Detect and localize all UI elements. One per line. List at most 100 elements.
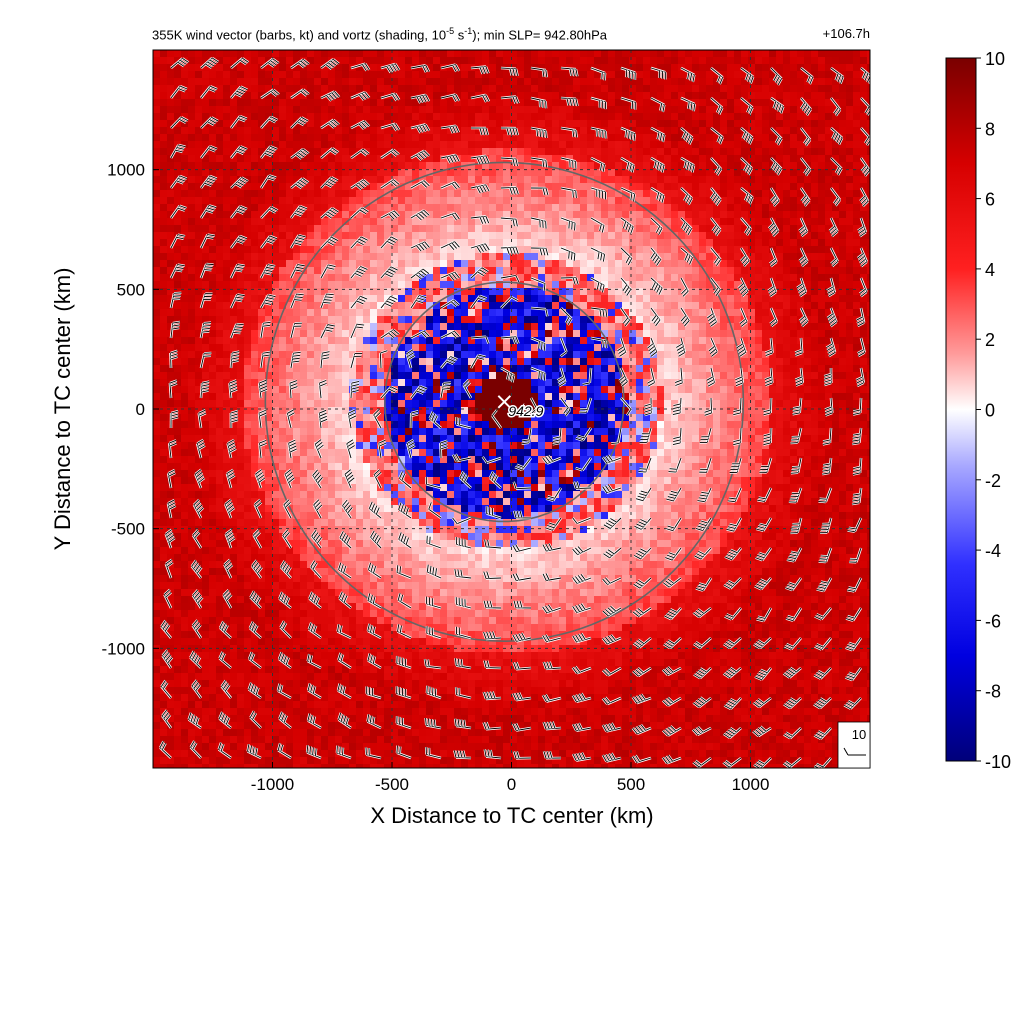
vorticity-cell <box>524 64 532 72</box>
vorticity-cell <box>566 211 574 219</box>
vorticity-cell <box>671 155 679 163</box>
vorticity-cell <box>566 106 574 114</box>
vorticity-cell <box>657 169 665 177</box>
vorticity-cell <box>608 197 616 205</box>
vorticity-cell <box>426 57 434 65</box>
vorticity-cell <box>461 92 469 100</box>
vorticity-cell <box>251 162 259 170</box>
vorticity-cell <box>384 260 392 268</box>
vorticity-cell <box>454 71 462 79</box>
vorticity-cell <box>769 176 777 184</box>
vorticity-cell <box>293 344 301 352</box>
vorticity-cell <box>398 92 406 100</box>
vorticity-cell <box>160 330 168 338</box>
vorticity-cell <box>342 197 350 205</box>
vorticity-cell <box>363 274 371 282</box>
vorticity-cell <box>160 260 168 268</box>
vorticity-cell <box>286 64 294 72</box>
vorticity-cell <box>475 365 483 373</box>
vorticity-cell <box>510 302 518 310</box>
vorticity-cell <box>405 379 413 387</box>
vorticity-cell <box>622 106 630 114</box>
vorticity-cell <box>174 309 182 317</box>
vorticity-cell <box>440 239 448 247</box>
vorticity-cell <box>209 386 217 394</box>
vorticity-cell <box>552 288 560 296</box>
vorticity-cell <box>251 337 259 345</box>
vorticity-cell <box>762 64 770 72</box>
vorticity-cell <box>622 204 630 212</box>
vorticity-cell <box>510 351 518 359</box>
vorticity-cell <box>475 85 483 93</box>
vorticity-cell <box>643 57 651 65</box>
vorticity-cell <box>608 113 616 121</box>
vorticity-cell <box>832 211 840 219</box>
vorticity-cell <box>279 302 287 310</box>
vorticity-cell <box>363 309 371 317</box>
vorticity-cell <box>790 127 798 135</box>
vorticity-cell <box>188 204 196 212</box>
vorticity-cell <box>237 246 245 254</box>
vorticity-cell <box>671 218 679 226</box>
vorticity-cell <box>853 190 861 198</box>
vorticity-cell <box>510 141 518 149</box>
vorticity-cell <box>279 155 287 163</box>
vorticity-cell <box>174 386 182 394</box>
vorticity-cell <box>573 197 581 205</box>
vorticity-cell <box>202 239 210 247</box>
vorticity-cell <box>797 330 805 338</box>
vorticity-cell <box>538 64 546 72</box>
vorticity-cell <box>496 274 504 282</box>
vorticity-cell <box>265 274 273 282</box>
vorticity-cell <box>524 267 532 275</box>
vorticity-cell <box>475 323 483 331</box>
vorticity-cell <box>524 176 532 184</box>
vorticity-cell <box>244 288 252 296</box>
vorticity-cell <box>804 155 812 163</box>
vorticity-cell <box>244 204 252 212</box>
vorticity-cell <box>657 267 665 275</box>
vorticity-cell <box>713 358 721 366</box>
vorticity-cell <box>713 155 721 163</box>
vorticity-cell <box>293 218 301 226</box>
vorticity-cell <box>671 379 679 387</box>
vorticity-cell <box>426 176 434 184</box>
vorticity-cell <box>692 260 700 268</box>
vorticity-cell <box>706 351 714 359</box>
vorticity-cell <box>307 253 315 261</box>
vorticity-cell <box>496 260 504 268</box>
vorticity-cell <box>671 71 679 79</box>
vorticity-cell <box>811 281 819 289</box>
vorticity-cell <box>615 120 623 128</box>
vorticity-cell <box>720 372 728 380</box>
vorticity-cell <box>237 379 245 387</box>
vorticity-cell <box>587 127 595 135</box>
vorticity-cell <box>678 120 686 128</box>
vorticity-cell <box>153 288 161 296</box>
vorticity-cell <box>160 176 168 184</box>
vorticity-cell <box>594 379 602 387</box>
vorticity-cell <box>412 106 420 114</box>
vorticity-cell <box>377 330 385 338</box>
vorticity-cell <box>692 99 700 107</box>
vorticity-cell <box>818 309 826 317</box>
vorticity-cell <box>846 169 854 177</box>
vorticity-cell <box>230 372 238 380</box>
vorticity-cell <box>811 260 819 268</box>
vorticity-cell <box>482 120 490 128</box>
vorticity-cell <box>440 99 448 107</box>
vorticity-cell <box>769 330 777 338</box>
vorticity-cell <box>608 358 616 366</box>
vorticity-cell <box>790 120 798 128</box>
vorticity-cell <box>384 197 392 205</box>
vorticity-cell <box>517 274 525 282</box>
vorticity-cell <box>706 57 714 65</box>
vorticity-cell <box>363 302 371 310</box>
vorticity-cell <box>608 71 616 79</box>
vorticity-cell <box>524 309 532 317</box>
vorticity-cell <box>545 162 553 170</box>
vorticity-cell <box>293 57 301 65</box>
vorticity-cell <box>818 113 826 121</box>
vorticity-cell <box>272 323 280 331</box>
vorticity-cell <box>720 78 728 86</box>
